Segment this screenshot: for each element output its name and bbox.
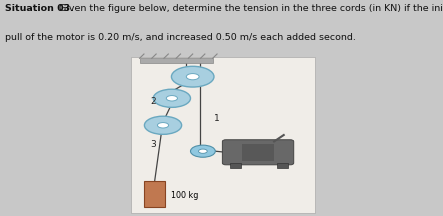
Text: 1: 1 xyxy=(214,114,220,123)
Text: Situation 03.: Situation 03. xyxy=(5,4,74,13)
FancyBboxPatch shape xyxy=(144,181,165,207)
Circle shape xyxy=(187,74,199,80)
Circle shape xyxy=(171,66,214,87)
Circle shape xyxy=(198,149,207,153)
FancyBboxPatch shape xyxy=(140,58,213,63)
Text: 3: 3 xyxy=(150,140,155,149)
Text: 2: 2 xyxy=(150,97,155,106)
FancyBboxPatch shape xyxy=(131,57,315,213)
Text: 100 kg: 100 kg xyxy=(171,191,198,200)
FancyBboxPatch shape xyxy=(277,163,288,168)
Circle shape xyxy=(144,116,182,134)
FancyBboxPatch shape xyxy=(242,144,274,161)
FancyBboxPatch shape xyxy=(230,163,241,168)
Text: pull of the motor is 0.20 m/s, and increased 0.50 m/s each added second.: pull of the motor is 0.20 m/s, and incre… xyxy=(5,33,356,43)
Circle shape xyxy=(157,122,169,128)
Circle shape xyxy=(166,95,178,101)
Circle shape xyxy=(190,145,215,157)
FancyBboxPatch shape xyxy=(222,140,294,165)
Circle shape xyxy=(153,89,190,107)
Text: Given the figure below, determine the tension in the three cords (in KN) if the : Given the figure below, determine the te… xyxy=(56,4,443,13)
